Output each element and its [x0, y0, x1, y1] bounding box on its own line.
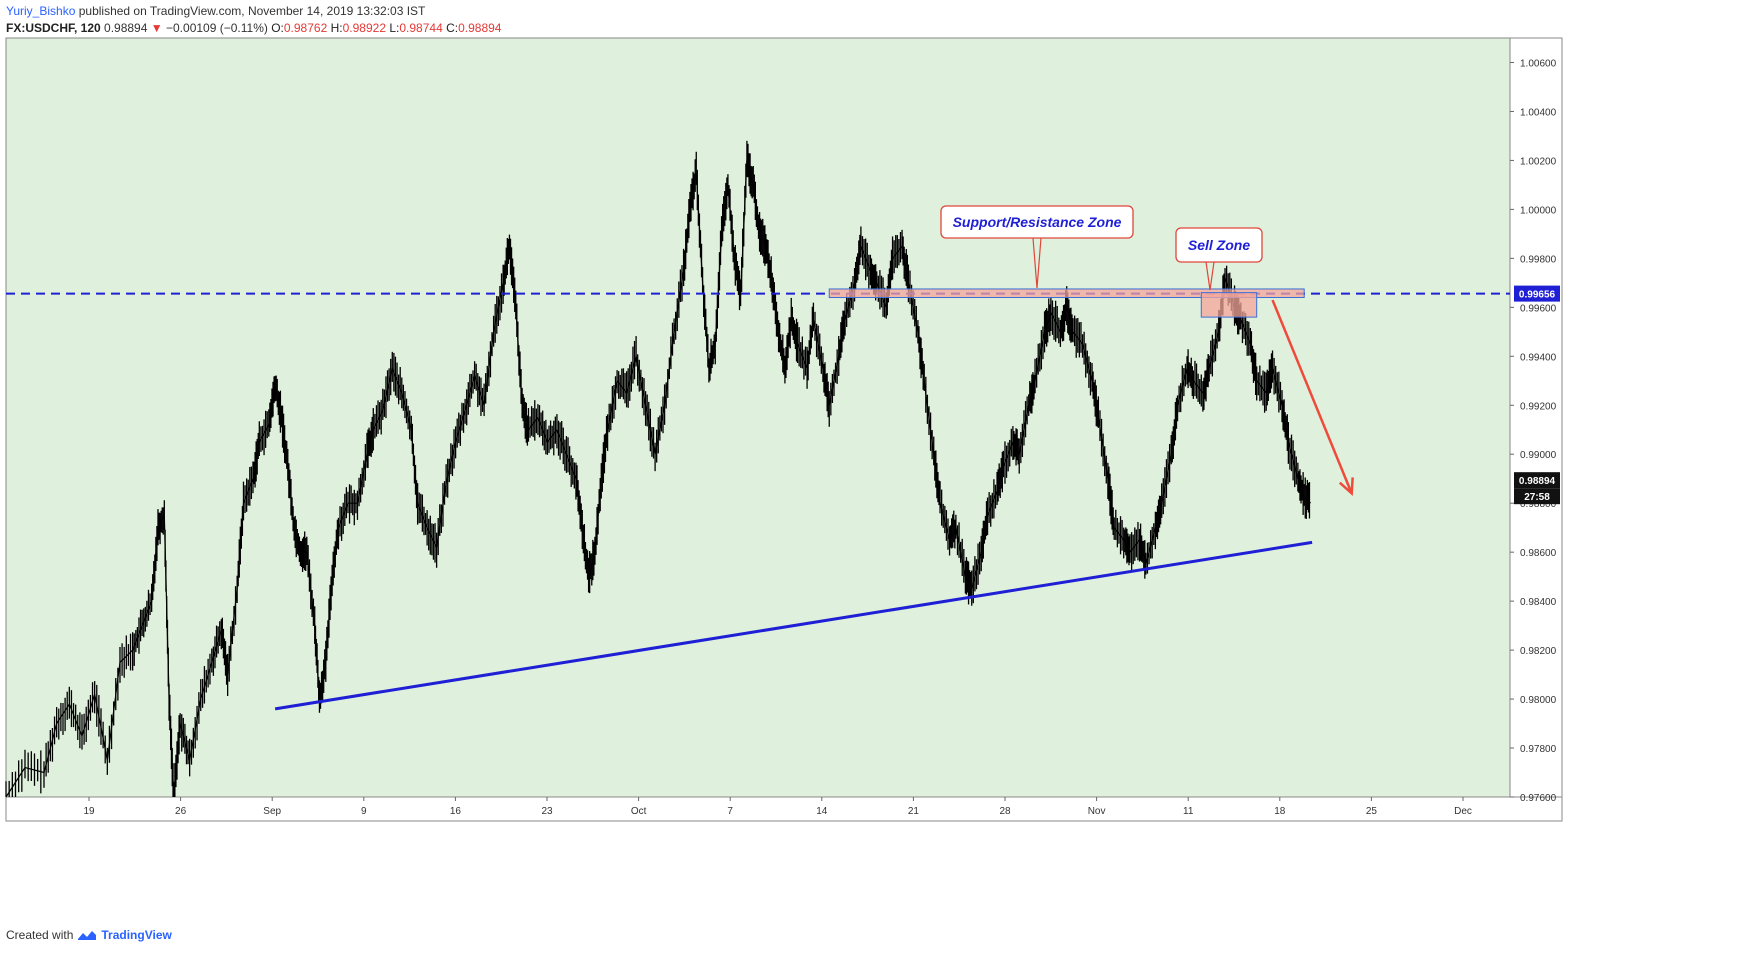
x-tick-label: 26: [175, 806, 187, 817]
last-price-label-bg: [1514, 472, 1560, 489]
x-tick-label: Dec: [1454, 806, 1472, 817]
level-price-label: 0.99656: [1519, 290, 1556, 301]
y-tick-label: 0.97800: [1520, 744, 1557, 755]
open-value: 0.98762: [283, 21, 328, 35]
price-axis[interactable]: [1509, 37, 1563, 798]
price-series: [5, 140, 1311, 798]
publish-info: Yuriy_Bishko published on TradingView.co…: [6, 4, 425, 18]
sell-zone-callout-text: Sell Zone: [1188, 237, 1250, 253]
support-resistance-callout-text: Support/Resistance Zone: [953, 214, 1122, 230]
last-price-label: 0.98894: [1519, 476, 1556, 487]
x-tick-label: Oct: [631, 806, 647, 817]
x-tick-label: 7: [727, 806, 733, 817]
support-resistance-zone: [828, 288, 1305, 299]
drawings: Support/Resistance Zone Sell Zone 0.99656 0…: [6, 205, 1560, 711]
symbol-label: FX:USDCHF, 120: [6, 21, 101, 35]
x-tick-label: Sep: [263, 806, 281, 817]
x-tick-label: 18: [1274, 806, 1286, 817]
symbol-info: FX:USDCHF, 120 0.98894 ▼ −0.00109 (−0.11…: [6, 21, 501, 35]
y-tick-label: 0.98000: [1520, 695, 1557, 706]
support-resistance-callout: Support/Resistance Zone: [940, 205, 1134, 289]
y-tick-label: 0.99800: [1520, 254, 1557, 265]
sell-arrow-head-icon: [1338, 477, 1354, 497]
y-tick-label: 0.99600: [1520, 303, 1557, 314]
y-tick-label: 0.99000: [1520, 450, 1557, 461]
level-price-label-bg: [1514, 285, 1560, 302]
x-tick-label: 9: [361, 806, 367, 817]
countdown-label: 27:58: [1524, 492, 1550, 503]
low-label: L:: [389, 21, 400, 35]
close-value: 0.98894: [458, 21, 502, 35]
sell-zone-callout-pointer: [1209, 261, 1215, 291]
y-tick-label: 1.00400: [1520, 107, 1557, 118]
x-tick-label: 11: [1183, 806, 1194, 817]
x-tick-label: 28: [999, 806, 1011, 817]
created-with-text: Created with: [6, 928, 74, 942]
sell-zone-callout: Sell Zone: [1175, 227, 1263, 291]
y-tick-label: 0.98400: [1520, 597, 1557, 608]
high-value: 0.98922: [342, 21, 386, 35]
sell-zone-box: [1200, 292, 1258, 318]
tradingview-logo-icon: [78, 931, 97, 940]
sell-zone-callout-pointer: [1205, 261, 1211, 291]
y-tick-label: 0.98600: [1520, 548, 1557, 559]
down-arrow-icon: ▼: [150, 21, 163, 35]
y-tick-label: 0.97600: [1520, 793, 1557, 804]
price-change: −0.00109 (−0.11%): [166, 21, 268, 35]
support-resistance-callout-box: [940, 205, 1134, 239]
x-tick-label: 14: [816, 806, 828, 817]
x-tick-label: 21: [908, 806, 920, 817]
support-resistance-callout-pointer: [1032, 237, 1038, 289]
open-label: O:: [271, 21, 284, 35]
plot-area[interactable]: [5, 37, 1511, 798]
price-line: [5, 160, 1311, 798]
y-tick-labels: 1.00600 1.00400 1.00200 1.00000 0.99800 0.996…: [1510, 58, 1557, 804]
sell-zone-callout-box: [1175, 227, 1263, 263]
time-axis[interactable]: [5, 796, 1563, 822]
countdown-label-bg: [1514, 488, 1560, 505]
y-tick-label: 1.00000: [1520, 205, 1557, 216]
last-price: 0.98894: [104, 21, 148, 35]
tradingview-brand[interactable]: TradingView: [101, 928, 172, 942]
close-label: C:: [446, 21, 459, 35]
sell-arrow-line: [1271, 299, 1353, 494]
y-tick-label: 1.00200: [1520, 156, 1557, 167]
x-tick-label: Nov: [1088, 806, 1106, 817]
y-tick-label: 0.99400: [1520, 352, 1557, 363]
x-tick-label: 25: [1366, 806, 1378, 817]
y-tick-label: 0.98200: [1520, 646, 1557, 657]
x-tick-label: 16: [450, 806, 462, 817]
x-tick-label: 19: [83, 806, 95, 817]
support-resistance-callout-pointer: [1036, 237, 1042, 289]
low-value: 0.98744: [399, 21, 443, 35]
footer: Created with TradingView: [6, 928, 172, 942]
y-tick-label: 0.98800: [1520, 499, 1557, 510]
published-text: published on TradingView.com, November 1…: [78, 4, 426, 18]
x-tick-labels: 19 26 Sep 9 16 23 Oct 7 14 21 28 Nov 11 18 25 Dec: [83, 797, 1472, 817]
trendline: [274, 540, 1313, 711]
y-tick-label: 1.00600: [1520, 58, 1557, 69]
author-link[interactable]: Yuriy_Bishko: [6, 4, 76, 18]
high-label: H:: [330, 21, 343, 35]
x-tick-label: 23: [541, 806, 553, 817]
y-tick-label: 0.99200: [1520, 401, 1557, 412]
